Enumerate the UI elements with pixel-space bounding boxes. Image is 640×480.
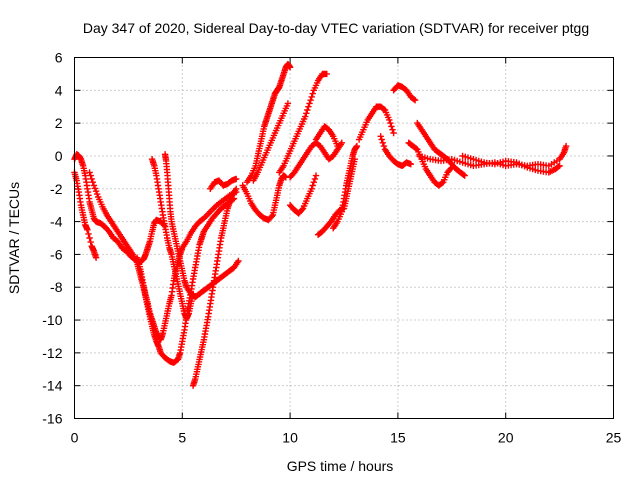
series-8-points: [207, 175, 240, 192]
data-point-marks: [250, 100, 292, 184]
data-point-marks: [239, 172, 289, 224]
series-11-points: [250, 100, 292, 184]
y-tick-label: -8: [50, 279, 63, 295]
axis-ticks: [74, 57, 614, 419]
series-16-points: [314, 156, 358, 238]
data-point-marks: [243, 60, 294, 186]
y-axis-label: SDTVAR / TECUs: [6, 182, 22, 294]
series-7-points: [189, 185, 240, 389]
x-tick-label: 10: [282, 430, 298, 446]
series-14-points: [286, 172, 320, 217]
data-points: [71, 60, 570, 389]
y-tick-label: -10: [42, 312, 62, 328]
data-point-marks: [286, 172, 320, 217]
series-13-points: [286, 139, 345, 181]
series-2-points: [71, 169, 100, 261]
data-point-marks: [276, 70, 330, 176]
x-tick-label: 25: [606, 430, 622, 446]
y-tick-label: -6: [50, 246, 63, 262]
data-point-marks: [405, 139, 455, 189]
data-point-marks: [71, 169, 100, 261]
series-17-points: [330, 142, 361, 232]
y-tick-label: -12: [42, 345, 62, 361]
data-point-marks: [377, 133, 414, 169]
data-point-marks: [355, 103, 397, 143]
data-point-marks: [286, 139, 345, 181]
y-tick-label: -2: [50, 181, 63, 197]
data-point-marks: [207, 175, 240, 192]
series-20-points: [390, 82, 419, 104]
series-5-points: [148, 156, 197, 322]
y-tick-label: -16: [42, 411, 62, 427]
data-point-marks: [312, 123, 341, 150]
x-tick-label: 20: [498, 430, 514, 446]
y-tick-label: 6: [55, 50, 63, 66]
y-tick-label: 4: [55, 82, 63, 98]
series-21-points: [405, 139, 455, 189]
y-tick-label: -4: [50, 214, 63, 230]
data-point-marks: [189, 185, 240, 389]
plot-frame: [74, 57, 614, 419]
data-point-marks: [414, 119, 468, 179]
data-point-marks: [314, 156, 358, 238]
data-point-marks: [390, 82, 419, 104]
x-axis-label: GPS time / hours: [287, 458, 394, 474]
x-tick-label: 0: [71, 430, 79, 446]
series-24-points: [459, 152, 563, 176]
x-tick-label: 15: [390, 430, 406, 446]
y-tick-labels: -16 -14 -12 -10 -8 -6 -4 -2 0 2 4 6: [42, 50, 62, 427]
data-point-marks: [459, 152, 563, 176]
data-point-marks: [330, 142, 361, 232]
x-tick-labels: 0 5 10 15 20 25: [71, 430, 622, 446]
series-10-points: [243, 60, 294, 186]
series-22-points: [414, 119, 468, 179]
series-12-points: [276, 70, 330, 176]
series-9-points: [239, 172, 289, 224]
series-19-points: [377, 133, 414, 169]
x-tick-label: 5: [178, 430, 186, 446]
series-18-points: [355, 103, 397, 143]
y-tick-label: -14: [42, 378, 62, 394]
grid-lines: [74, 57, 614, 419]
chart-title: Day 347 of 2020, Sidereal Day-to-day VTE…: [83, 20, 589, 36]
data-point-marks: [148, 156, 197, 322]
y-tick-label: 0: [55, 148, 63, 164]
y-tick-label: 2: [55, 115, 63, 131]
series-4-points: [133, 188, 240, 343]
series-15-points: [312, 123, 341, 150]
data-point-marks: [133, 188, 240, 343]
